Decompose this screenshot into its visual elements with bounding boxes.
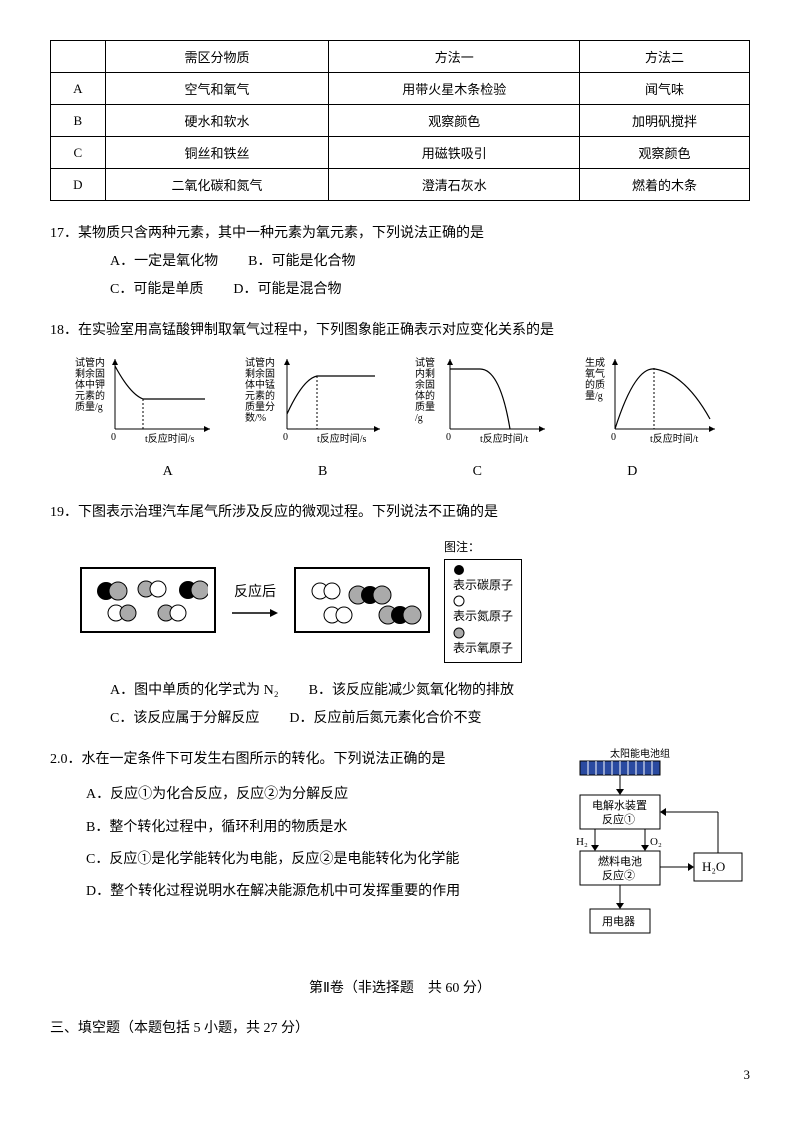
discrimination-table: 需区分物质方法一方法二 A空气和氧气用带火星木条检验闻气味 B硬水和软水观察颜色… [50,40,750,201]
page-number: 3 [50,1067,750,1083]
q17: 17．某物质只含两种元素，其中一种元素为氧元素，下列说法正确的是 A．一定是氧化… [50,221,750,304]
q17-b: B．可能是化合物 [248,248,355,276]
q17-d: D．可能是混合物 [233,276,341,304]
svg-text:0: 0 [611,432,616,443]
section3: 三、填空题（本题包括 5 小题，共 27 分） [50,1017,750,1037]
svg-text:试管内剩余固体中钾元素的质量/g: 试管内剩余固体中钾元素的质量/g [75,356,105,413]
svg-text:t反应时间/t: t反应时间/t [650,432,699,445]
cell: 铜丝和铁丝 [105,137,329,169]
q19-b: B．该反应能减少氮氧化物的排放 [309,677,514,705]
svg-text:t反应时间/s: t反应时间/s [317,432,367,445]
graph-c: 试管内剩余固体的质量/g 0 t反应时间/t [415,354,555,449]
cell: 澄清石灰水 [329,169,580,201]
q19-text: 19．下图表示治理汽车尾气所涉及反应的微观过程。下列说法不正确的是 [50,500,750,527]
cell: 观察颜色 [329,105,580,137]
q18-text: 18．在实验室用高锰酸钾制取氧气过程中，下列图象能正确表示对应变化关系的是 [50,318,750,345]
svg-text:t反应时间/t: t反应时间/t [480,432,529,445]
q17-a: A．一定是氧化物 [110,248,218,276]
cell: B [51,105,106,137]
q20-d: D．整个转化过程说明水在解决能源危机中可发挥重要的作用 [86,876,522,908]
q20: 2.0．水在一定条件下可发生右图所示的转化。下列说法正确的是 A．反应①为化合反… [50,747,750,957]
after-box [294,567,430,633]
before-box [80,567,216,633]
q20-a: A．反应①为化合反应，反应②为分解反应 [86,779,522,811]
svg-text:H₂: H₂ [576,836,588,848]
q18: 18．在实验室用高锰酸钾制取氧气过程中，下列图象能正确表示对应变化关系的是 试管… [50,318,750,486]
q20-c: C．反应①是化学能转化为电能，反应②是电能转化为化学能 [86,844,522,876]
svg-text:生成氧气的质量/g: 生成氧气的质量/g [585,356,605,402]
q20-b: B．整个转化过程中，循环利用的物质是水 [86,812,522,844]
th: 方法一 [329,41,580,73]
cell: 加明矾搅拌 [580,105,750,137]
legend-title: 图注： [444,536,522,559]
graph-b: 试管内剩余固体中锰元素的质量分数/% 0 t反应时间/s [245,354,385,449]
svg-text:O₂: O₂ [650,836,662,848]
cell: 观察颜色 [580,137,750,169]
cell: 硬水和软水 [105,105,329,137]
cell: 空气和氧气 [105,73,329,105]
legend: 表示碳原子 表示氮原子 表示氧原子 [444,559,522,663]
cell: 燃着的木条 [580,169,750,201]
legend-o: 表示氧原子 [453,641,513,655]
cell: 闻气味 [580,73,750,105]
legend-c: 表示碳原子 [453,578,513,592]
part2-title: 第Ⅱ卷（非选择题 共 60 分） [50,977,750,997]
graph-a: 试管内剩余固体中钾元素的质量/g 0 t反应时间/s [75,354,215,449]
cell: 二氧化碳和氮气 [105,169,329,201]
arrow: 反应后 [230,580,280,619]
svg-text:用电器: 用电器 [602,915,635,928]
q17-c: C．可能是单质 [110,276,203,304]
svg-text:0: 0 [111,432,116,443]
legend-n: 表示氮原子 [453,609,513,623]
svg-text:反应①: 反应① [602,812,635,826]
svg-text:试管内剩余固体的质量/g: 试管内剩余固体的质量/g [415,356,435,424]
th: 需区分物质 [105,41,329,73]
arrow-label: 反应后 [234,585,276,600]
svg-text:燃料电池: 燃料电池 [598,854,642,868]
th [51,41,106,73]
cell: A [51,73,106,105]
cell: D [51,169,106,201]
q20-diagram: 太阳能电池组 电解水装置反应① H₂ O₂ 燃料电池反应② H₂O 用电器 [540,747,750,957]
svg-text:电解水装置: 电解水装置 [592,798,647,812]
svg-text:H₂O: H₂O [702,859,725,874]
legend-wrap: 图注： 表示碳原子 表示氮原子 表示氧原子 [444,536,522,662]
th: 方法二 [580,41,750,73]
q19-c: C．该反应属于分解反应 [110,705,259,733]
cell: 用磁铁吸引 [329,137,580,169]
q17-text: 17．某物质只含两种元素，其中一种元素为氧元素，下列说法正确的是 [50,221,750,248]
graph-d: 生成氧气的质量/g 0 t反应时间/t [585,354,725,449]
q19: 19．下图表示治理汽车尾气所涉及反应的微观过程。下列说法不正确的是 反应后 图注… [50,500,750,733]
svg-text:0: 0 [283,432,288,443]
svg-text:t反应时间/s: t反应时间/s [145,432,195,445]
q19-d: D．反应前后氮元素化合价不变 [289,705,481,733]
q20-text: 2.0．水在一定条件下可发生右图所示的转化。下列说法正确的是 [50,747,522,774]
svg-text:反应②: 反应② [602,868,635,882]
cell: 用带火星木条检验 [329,73,580,105]
graph-labels: ABCD [50,459,750,486]
cell: C [51,137,106,169]
svg-text:试管内剩余固体中锰元素的质量分数/%: 试管内剩余固体中锰元素的质量分数/% [245,356,275,424]
q19-a: A．图中单质的化学式为 N₂ [110,677,279,705]
svg-text:0: 0 [446,432,451,443]
svg-text:太阳能电池组: 太阳能电池组 [610,747,670,760]
